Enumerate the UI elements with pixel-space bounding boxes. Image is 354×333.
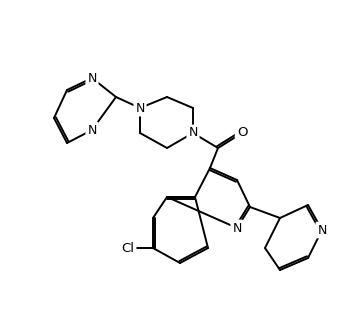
Text: O: O — [237, 127, 247, 140]
Text: N: N — [87, 124, 97, 137]
Text: N: N — [135, 102, 145, 115]
Text: N: N — [232, 221, 242, 234]
Text: N: N — [188, 127, 198, 140]
Text: N: N — [317, 223, 327, 236]
Text: N: N — [87, 72, 97, 85]
Text: Cl: Cl — [121, 241, 135, 254]
